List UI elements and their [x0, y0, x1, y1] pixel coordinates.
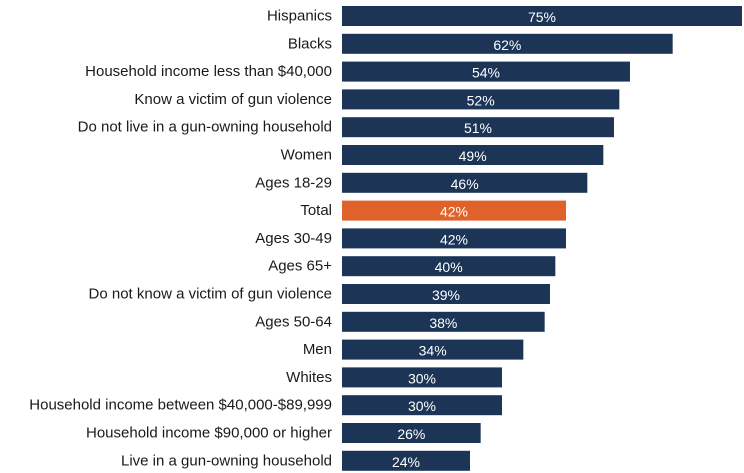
bar	[342, 395, 502, 416]
category-label: Men	[303, 341, 332, 358]
value-label: 24%	[392, 454, 420, 470]
category-label: Hispanics	[267, 8, 332, 25]
value-label: 30%	[408, 370, 436, 386]
category-label: Household income between $40,000-$89,999	[29, 397, 332, 414]
bar	[342, 228, 566, 249]
category-label: Women	[281, 147, 332, 164]
category-label: Know a victim of gun violence	[134, 91, 332, 108]
category-label: Live in a gun-owning household	[121, 452, 332, 469]
bar	[342, 423, 481, 443]
category-label: Blacks	[288, 35, 332, 52]
value-label: 34%	[419, 343, 447, 359]
bar	[342, 145, 604, 165]
category-label: Household income $90,000 or higher	[86, 425, 332, 442]
value-label: 30%	[408, 398, 436, 414]
category-label: Whites	[286, 369, 332, 386]
bar	[342, 6, 742, 26]
value-label: 26%	[397, 426, 425, 442]
category-label: Ages 50-64	[255, 313, 332, 330]
value-label: 51%	[464, 120, 492, 136]
bar	[342, 61, 630, 82]
value-label: 75%	[528, 9, 556, 25]
bar-highlight	[342, 200, 566, 221]
value-label: 54%	[472, 65, 500, 81]
bar	[342, 311, 545, 332]
bar	[342, 89, 620, 110]
category-label: Ages 18-29	[255, 174, 332, 191]
value-label: 49%	[459, 148, 487, 164]
bar	[342, 256, 556, 277]
value-label: 38%	[429, 315, 457, 331]
value-label: 42%	[440, 231, 468, 247]
value-label: 52%	[467, 92, 495, 108]
bar	[342, 117, 614, 138]
value-label: 39%	[432, 287, 460, 303]
category-label: Total	[300, 202, 332, 219]
bar	[342, 172, 588, 193]
value-label: 62%	[493, 37, 521, 53]
bar	[342, 367, 502, 388]
bar	[342, 284, 550, 304]
category-label: Household income less than $40,000	[85, 63, 332, 80]
category-label: Do not know a victim of gun violence	[89, 286, 332, 303]
value-label: 40%	[435, 259, 463, 275]
value-label: 42%	[440, 204, 468, 220]
category-label: Ages 30-49	[255, 230, 332, 247]
category-label: Ages 65+	[268, 258, 332, 275]
value-label: 46%	[451, 176, 479, 192]
bar	[342, 450, 470, 471]
bar	[342, 339, 524, 360]
category-label: Do not live in a gun-owning household	[78, 119, 332, 136]
bar	[342, 33, 673, 54]
